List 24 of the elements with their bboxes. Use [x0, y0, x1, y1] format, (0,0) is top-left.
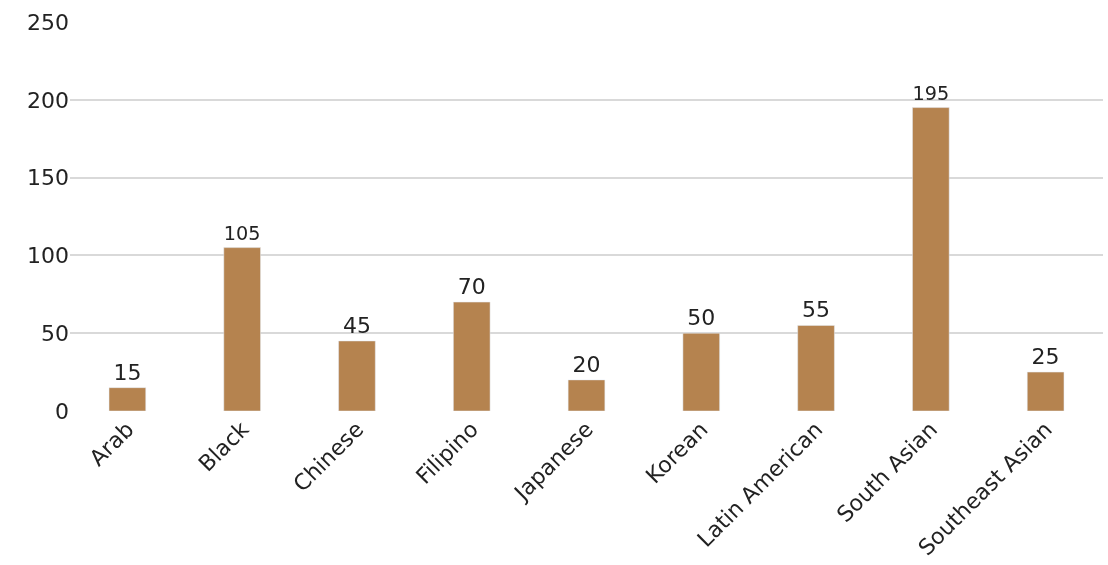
data-label: 20 [572, 351, 601, 377]
data-label: 15 [113, 359, 142, 385]
bar [108, 387, 146, 411]
bar [797, 325, 835, 411]
data-label: 55 [802, 297, 831, 323]
bar [223, 247, 261, 411]
data-label: 105 [223, 222, 261, 246]
bar [1027, 371, 1065, 411]
data-label: 25 [1031, 344, 1060, 370]
y-tick-label: 0 [55, 398, 69, 424]
bar [682, 332, 720, 411]
data-label: 70 [457, 274, 486, 300]
y-tick-label: 250 [27, 9, 69, 35]
bar [338, 340, 376, 411]
data-label: 195 [912, 82, 950, 106]
data-label: 45 [342, 312, 371, 338]
data-label: 50 [687, 305, 716, 331]
y-tick-label: 150 [27, 165, 69, 191]
y-tick-label: 100 [27, 243, 69, 269]
y-tick-label: 200 [27, 87, 69, 113]
bar [912, 107, 950, 411]
y-tick-label: 50 [41, 320, 69, 346]
bar [453, 301, 491, 411]
bar [567, 379, 606, 411]
